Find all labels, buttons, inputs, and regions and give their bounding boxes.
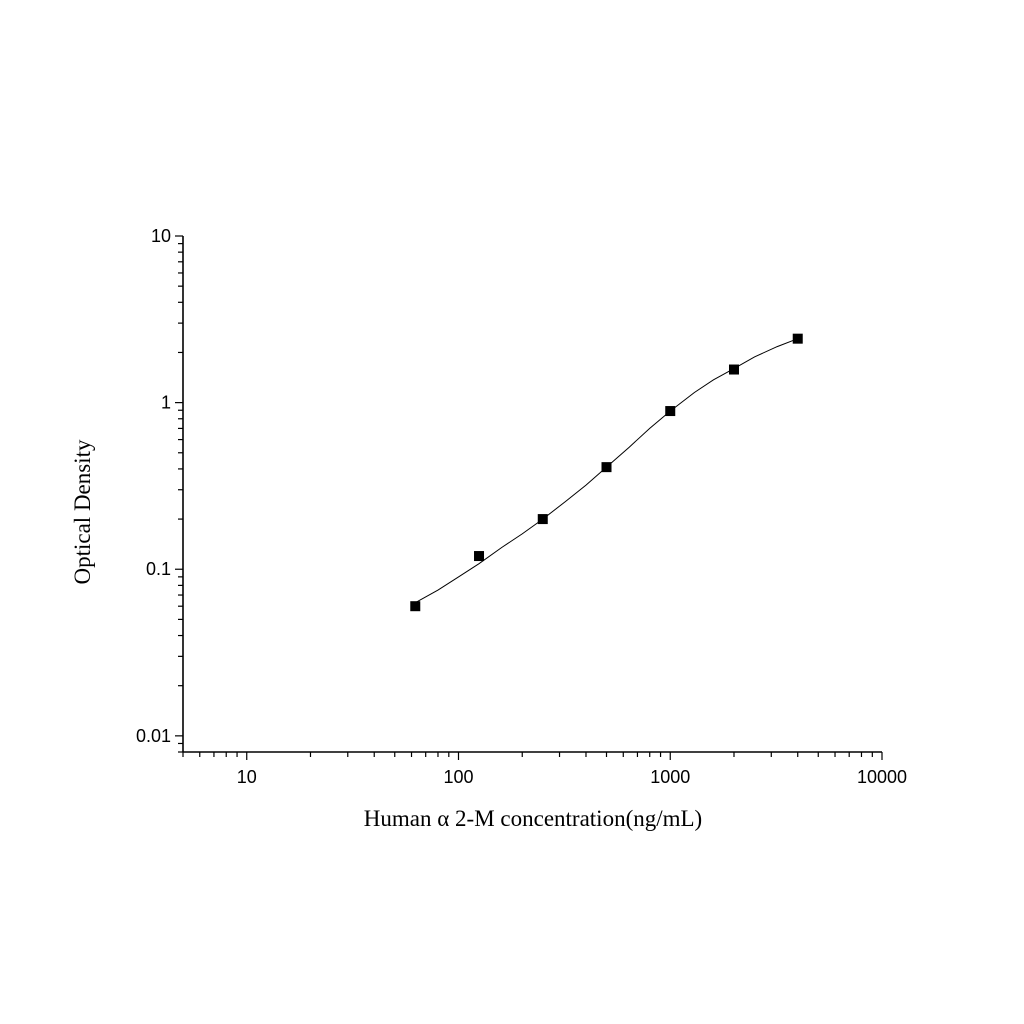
y-tick-label: 10 — [151, 226, 171, 246]
data-point — [410, 601, 421, 612]
data-point — [665, 406, 676, 417]
ticks: 10 100 1000 10000 0.01 0.1 1 10 — [136, 226, 907, 787]
data-point — [728, 364, 739, 375]
x-axis-title: Human α 2-M concentration(ng/mL) — [364, 806, 702, 831]
x-tick-label: 100 — [443, 767, 473, 787]
y-tick-label: 0.1 — [146, 559, 171, 579]
x-tick-label: 1000 — [650, 767, 690, 787]
y-axis-title: Optical Density — [70, 439, 95, 584]
y-tick-label: 0.01 — [136, 726, 171, 746]
data-point — [792, 333, 803, 344]
y-tick-label: 1 — [161, 393, 171, 413]
x-tick-label: 10 — [237, 767, 257, 787]
data-point — [537, 514, 548, 525]
x-tick-label: 10000 — [857, 767, 907, 787]
data-point — [474, 551, 485, 562]
axes — [182, 236, 882, 753]
data-points — [410, 333, 803, 612]
data-point — [601, 462, 612, 473]
